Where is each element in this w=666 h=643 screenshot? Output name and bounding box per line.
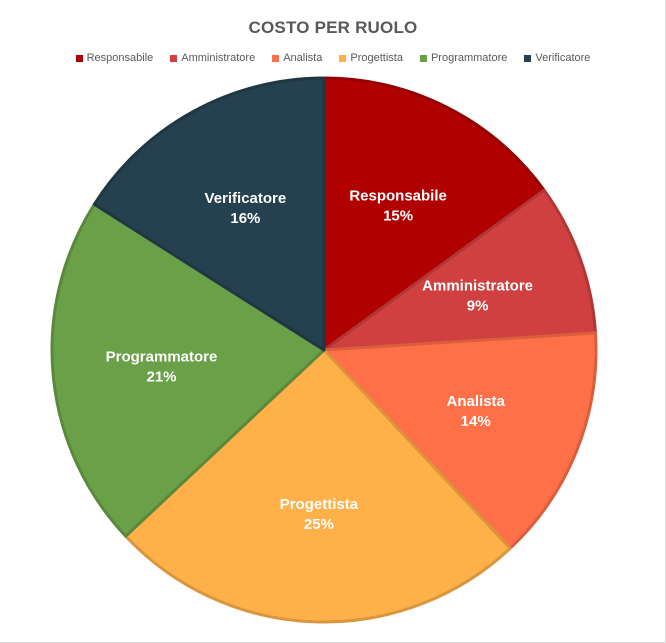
legend-swatch [339, 54, 347, 62]
pie-slice-responsabile [322, 76, 546, 352]
pie-slice-programmatore [50, 202, 326, 538]
slice-category-label: Amministratore [422, 278, 533, 295]
slice-category-label: Programmatore [106, 348, 218, 365]
pie-slice-verificatore [92, 76, 326, 352]
legend-swatch [170, 54, 178, 62]
chart-title: COSTO PER RUOLO [248, 18, 418, 37]
legend-label: Progettista [350, 52, 403, 64]
slice-category-label: Progettista [280, 496, 359, 513]
legend-item: Verificatore [524, 52, 590, 64]
legend-item: Analista [272, 52, 322, 64]
legend-label: Amministratore [181, 52, 256, 64]
pie-slice-analista [322, 331, 598, 550]
legend-item: Programmatore [419, 52, 508, 64]
legend-item: Responsabile [75, 52, 154, 64]
legend-swatch [524, 54, 532, 62]
pie-slice-amministratore [322, 188, 597, 352]
legend-label: Verificatore [535, 52, 591, 64]
legend-item: Progettista [339, 52, 403, 64]
legend-swatch [419, 54, 427, 62]
legend-label: Programmatore [430, 52, 508, 64]
legend-swatch [272, 54, 280, 62]
slice-percent-label: 9% [467, 298, 489, 315]
legend-swatch [75, 54, 83, 62]
legend: Responsabile Amministratore Analista Proget… [0, 52, 666, 64]
slice-category-label: Analista [447, 393, 506, 410]
pie-slice-progettista [124, 348, 512, 624]
slice-category-label: Responsabile [349, 188, 447, 205]
slice-percent-label: 21% [146, 368, 176, 385]
slice-percent-label: 25% [304, 516, 334, 533]
legend-label: Responsabile [86, 52, 154, 64]
slice-category-label: Verificatore [205, 190, 287, 207]
slice-percent-label: 15% [383, 208, 413, 225]
legend-item: Amministratore [170, 52, 255, 64]
slice-percent-label: 14% [461, 413, 491, 430]
legend-label: Analista [283, 52, 323, 64]
slice-percent-label: 16% [230, 210, 260, 227]
